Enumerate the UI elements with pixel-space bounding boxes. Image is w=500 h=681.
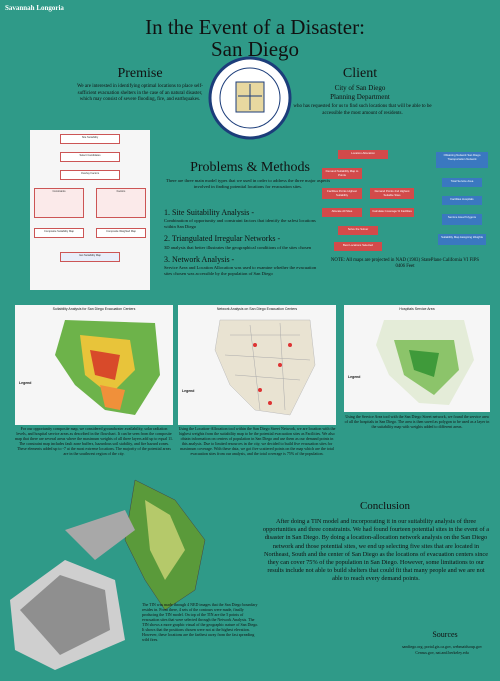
method-item: 3. Network Analysis - Service Area and Lo…	[164, 255, 324, 277]
network-flowchart: Location-Allocation Demand Suitability M…	[318, 146, 490, 256]
flow-box: Get Suitability Map	[60, 252, 120, 262]
title-line: In the Event of a Disaster:	[145, 15, 365, 39]
flow-box: Select Candidates	[60, 152, 120, 162]
method-item: 2. Triangulated Irregular Networks -3D a…	[164, 234, 324, 250]
client-org: City of San Diego Planning Department	[290, 84, 430, 102]
methods-intro: There are three main model types that we…	[165, 178, 331, 189]
tin-caption: The TIN was made through 4 NED images th…	[142, 602, 259, 642]
method-text: Combination of opportunity and constrain…	[164, 218, 316, 230]
source-item: sandiego.org, portal.gis.ca.gov, webmaid…	[402, 644, 482, 649]
tin-images	[10, 479, 206, 670]
map-caption: For our opportunity composite map, we co…	[15, 426, 173, 456]
flow-box: Facilities Hospitals	[442, 196, 482, 205]
flow-box: Overlay Factors	[60, 170, 120, 180]
flow-box: Site Suitability	[60, 134, 120, 144]
method-text: 3D analysis that better illustrates the …	[164, 244, 312, 250]
flow-box: Best Locations Selected	[334, 242, 382, 251]
legend-title: Legend	[19, 381, 32, 385]
source-item: Census.gov, nat.and.berkeley.edu	[415, 649, 469, 655]
site-flowchart: Site Suitability Select Candidates Overl…	[30, 130, 150, 290]
client-name: City of San Diego	[334, 84, 386, 92]
map-panel: Hospitals Service Area Legend	[344, 305, 490, 412]
client-heading: Client	[342, 66, 378, 81]
sources-heading: Sources	[432, 630, 458, 639]
method-title: Site Suitability Analysis -	[172, 208, 255, 217]
flow-box: Total Service Area	[442, 178, 482, 187]
legend-title: Legend	[348, 375, 361, 379]
method-text: Service Area and Location Allocation was…	[164, 265, 317, 277]
client-text: who has requested for us to find such lo…	[293, 104, 432, 116]
flow-box: Factors	[96, 188, 146, 218]
method-item: 1. Site Suitability Analysis - Combinatio…	[164, 208, 324, 230]
flow-box: Demand Suitability Map to Points	[322, 168, 362, 179]
legend-title: Legend	[182, 389, 195, 393]
flow-box: Allocate All Sites	[322, 208, 362, 217]
author: Savannah Longoria	[5, 4, 64, 12]
subtitle: San Diego	[210, 37, 300, 61]
flow-box: Composite Weighted Map	[96, 228, 146, 238]
methods-list: 1. Site Suitability Analysis - Combinatio…	[164, 208, 324, 277]
map-panel: Network Analysis on San Diego Evacuation…	[178, 305, 336, 425]
methods-heading: Problems & Methods	[190, 160, 310, 175]
projection-note: NOTE: All maps are projected in NAD (198…	[330, 258, 480, 270]
conclusion-text: After doing a TIN model and incorporatin…	[262, 518, 490, 583]
flow-box: Composite Suitability Map	[34, 228, 84, 238]
flow-box: Location-Allocation	[338, 150, 388, 159]
premise-heading: Premise	[117, 66, 163, 81]
flow-box: Demand Points 2nd Highest Suitable Sites	[370, 188, 414, 199]
hospital-map	[376, 320, 474, 405]
map-title: Hospitals Service Area	[399, 307, 435, 311]
method-title: Triangulated Irregular Networks -	[171, 234, 281, 244]
suitability-map	[55, 320, 160, 415]
flow-box: Calculate Coverage % Facilities	[370, 208, 414, 217]
flow-box: Service Area Polygons	[442, 214, 482, 225]
client-dept: Planning Department	[330, 92, 390, 101]
premise-text: We are interested in identifying optimal…	[77, 84, 203, 102]
map-title: Suitability Analysis for San Diego Evacu…	[52, 307, 136, 311]
map-caption: Using the Location-Allocation tool withi…	[178, 426, 336, 456]
map-panel: Suitability Analysis for San Diego Evacu…	[15, 305, 173, 425]
flow-box: Suitability Map Assigning Weights	[438, 234, 486, 245]
flow-box: Facilities Points Highest Suitability	[322, 188, 362, 199]
city-seal	[208, 56, 292, 140]
method-title: Network Analysis -	[172, 254, 235, 264]
network-map	[214, 319, 316, 416]
flow-box: Solve the Solver	[338, 226, 378, 235]
title: In the Event of a Disaster: San Diego	[120, 16, 390, 60]
map-caption: Using the Service Area tool with the San…	[344, 414, 490, 429]
flow-box: Obtaining Network San Diego Transportati…	[436, 152, 488, 168]
sources-list: sandiego.org, portal.gis.ca.gov, webmaid…	[392, 644, 492, 655]
conclusion-heading: Conclusion	[359, 500, 411, 512]
flow-box: Constraints	[34, 188, 84, 218]
map-title: Network Analysis on San Diego Evacuation…	[216, 307, 298, 311]
